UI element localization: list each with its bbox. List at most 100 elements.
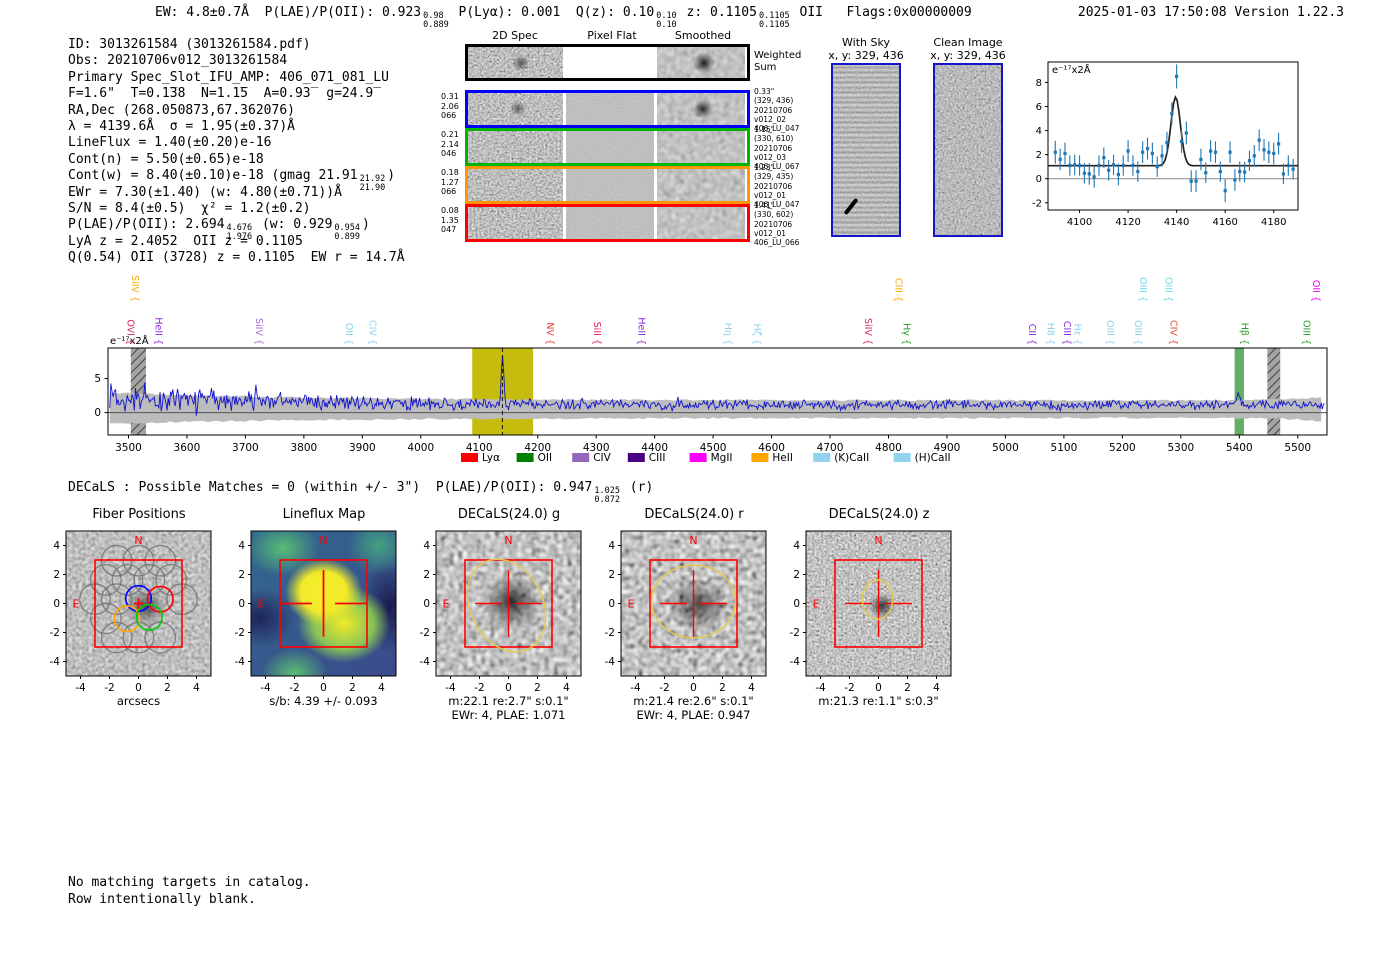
col-title-pixelflat: Pixel Flat	[587, 29, 637, 42]
fiber-id-line: v012_01	[754, 190, 787, 200]
svg-text:-2: -2	[420, 627, 430, 639]
cutout-xlabel: arcsecs	[117, 694, 160, 708]
fiber-id-line: (329, 435)	[754, 172, 794, 182]
text-segment: LyA z = 2.4052 OII z = 0.1105	[68, 233, 303, 249]
emission-line-label: CIV {	[366, 320, 377, 345]
legend-entry: CIV	[593, 452, 611, 464]
info-line-11: S/N = 8.4(±0.5) χ² = 1.2(±0.2)	[68, 201, 405, 217]
svg-text:2: 2	[534, 682, 541, 694]
weighted-2dspec-strip	[468, 47, 563, 78]
svg-text:2: 2	[164, 682, 171, 694]
svg-text:-4: -4	[50, 656, 61, 668]
noise-texture	[657, 47, 745, 78]
svg-text:-4: -4	[790, 656, 801, 668]
svg-text:5400: 5400	[1226, 442, 1253, 454]
fiber-id-line: v012_01	[754, 228, 787, 238]
noise-texture	[468, 93, 563, 125]
svg-text:-2: -2	[1032, 198, 1042, 209]
svg-text:2: 2	[53, 569, 60, 581]
fiber-id-line: 20210706	[754, 143, 793, 153]
fiber-weight-value: 047	[441, 225, 457, 234]
svg-text:5300: 5300	[1167, 442, 1194, 454]
fiber-2dspec-strip	[468, 169, 563, 201]
svg-text:4700: 4700	[817, 442, 844, 454]
decals-match-summary: DECaLS : Possible Matches = 0 (within +/…	[68, 480, 653, 504]
stacked-error-range: 4.676 1.976	[226, 223, 253, 242]
svg-text:6: 6	[1036, 102, 1042, 113]
fiber-id-line: 0.33"	[754, 87, 775, 96]
fiber-row-right-labels: 1.23" (329, 435) 20210706 v012_01 406_LU_047	[754, 163, 799, 209]
emission-line-label: SiIV {	[862, 318, 873, 345]
emission-line-label: H8 {	[1045, 323, 1056, 345]
text-segment: DECaLS : Possible Matches = 0 (within +/…	[68, 480, 593, 495]
compass-east-label: E	[628, 598, 635, 611]
svg-text:0: 0	[423, 598, 430, 610]
weighted-pixelflat-strip	[566, 47, 654, 78]
fiber-pixelflat-strip	[566, 131, 654, 163]
noise-texture	[657, 207, 745, 239]
svg-text:4: 4	[193, 682, 200, 694]
svg-text:3900: 3900	[349, 442, 376, 454]
svg-text:4160: 4160	[1212, 217, 1237, 228]
svg-text:4: 4	[608, 540, 615, 552]
catalog-footer: No matching targets in catalog. Row inte…	[68, 875, 311, 908]
info-line-2: Obs: 20210706v012_3013261584	[68, 53, 405, 69]
svg-text:4: 4	[933, 682, 940, 694]
fiber-row-right-labels: 0.33" (329, 436) 20210706 v012_02 406_LU_047	[754, 87, 799, 133]
svg-text:2: 2	[793, 569, 800, 581]
svg-text:2: 2	[719, 682, 726, 694]
svg-text:5000: 5000	[992, 442, 1019, 454]
svg-text:5200: 5200	[1109, 442, 1136, 454]
fiber-weight-value: 0.18	[441, 168, 459, 177]
info-line-10: EWr = 7.30(±1.40) (w: 4.80(±0.71))Å	[68, 185, 405, 201]
emission-line-label: Hε {	[1071, 324, 1082, 345]
svg-text:3700: 3700	[232, 442, 259, 454]
fiber-row-left-labels: 0.08 1.35 047	[441, 206, 459, 235]
fiber-weight-value: 0.31	[441, 92, 459, 101]
svg-text:-4: -4	[815, 682, 826, 694]
legend-entry: (K)CaII	[834, 452, 869, 464]
text-segment: EW: 4.8±0.7Å P(LAE)/P(OII): 0.923	[155, 5, 422, 20]
svg-text:0: 0	[875, 682, 882, 694]
emission-line-label: Hη {	[722, 323, 733, 345]
emission-line-label: CII {	[1026, 324, 1037, 345]
emission-line-label: Hβ {	[1239, 323, 1250, 345]
fiber-id-line: 406_LU_047	[754, 200, 800, 210]
svg-text:-2: -2	[605, 627, 615, 639]
text-segment: (w: 0.929	[254, 217, 333, 233]
clean-image-title: Clean Image x, y: 329, 436	[930, 36, 1006, 62]
spec2d-weighted-row	[465, 44, 750, 81]
emission-line-label: SiIV {	[129, 275, 140, 302]
weighted-sum-label-line: Weighted	[754, 50, 802, 61]
svg-text:4200: 4200	[524, 442, 551, 454]
detection-info-block: ID: 3013261584 (3013261584.pdf) Obs: 2021…	[68, 37, 405, 266]
fiber-id-line: 406_LU_066	[754, 238, 800, 248]
emission-line-label: CIII {	[893, 278, 904, 302]
noise-texture	[935, 65, 1001, 235]
clean-noise-texture	[935, 65, 1001, 235]
emission-line-label: OIII {	[1137, 277, 1148, 302]
noise-texture	[468, 47, 563, 78]
cutout-title-5: DECaLS(24.0) z	[828, 507, 930, 522]
text-segment: ID: 3013261584 (3013261584.pdf)	[68, 37, 311, 52]
emission-line-label: CIII {	[1061, 321, 1072, 345]
text-segment: F=1.6" T=0.1̅38 N=1.1̅5 A=0.93̅ g=24.9̅	[68, 86, 374, 102]
fiber-id-line: 20210706	[754, 219, 793, 229]
svg-text:-2: -2	[50, 627, 60, 639]
fiber-2dspec-strip	[468, 207, 563, 239]
cutout-overlay-1: N E -4 -4 -2 -2 0 0 2 2 4 4 arcsecs	[50, 530, 212, 708]
svg-text:4120: 4120	[1115, 217, 1140, 228]
legend-entry: MgII	[711, 452, 733, 464]
full-spectrum-chart: 3500 3600 3700 3800 3900 4000 4100 4200 4300 4400…	[94, 275, 1328, 464]
fiber-smoothed-strip	[657, 207, 745, 239]
svg-text:0: 0	[94, 407, 101, 419]
emission-line-label: HeII {	[152, 317, 163, 345]
svg-text:4: 4	[748, 682, 755, 694]
cutout-xlabel: m:22.1 re:2.7" s:0.1"	[448, 694, 568, 708]
svg-text:e⁻¹⁷x2Å: e⁻¹⁷x2Å	[110, 334, 149, 347]
svg-text:0: 0	[135, 682, 142, 694]
with-sky-image	[831, 63, 901, 237]
legend-entry: (H)CaII	[915, 452, 951, 464]
info-line-1: ID: 3013261584 (3013261584.pdf)	[68, 37, 405, 53]
